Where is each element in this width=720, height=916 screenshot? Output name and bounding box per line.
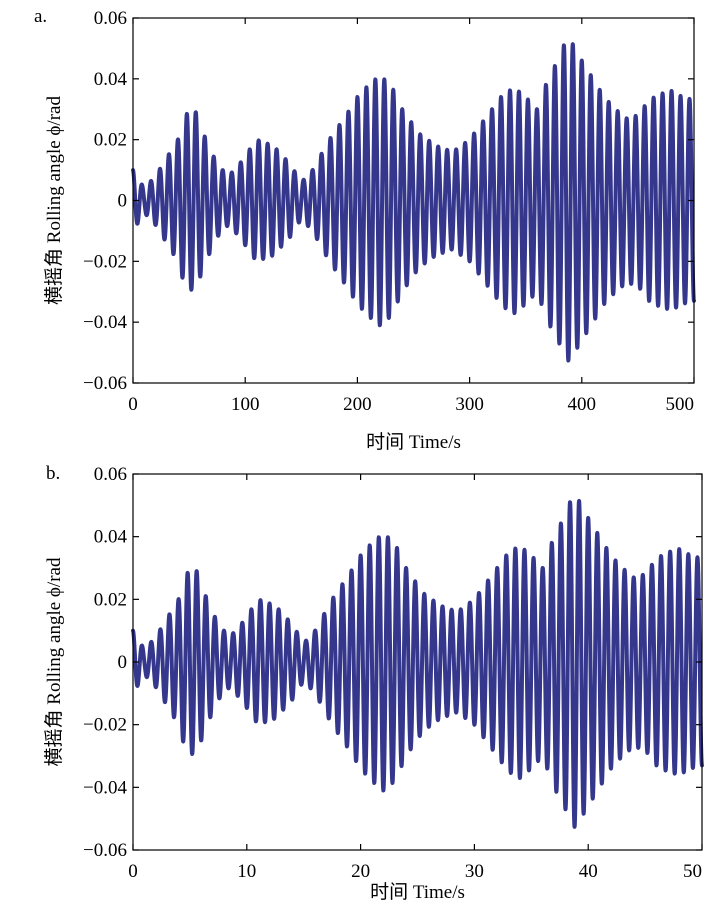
chart-panel-a: 0.060.040.020−0.02−0.04−0.060 100 200 300 40… bbox=[34, 6, 696, 453]
panel-label-b: b. bbox=[46, 463, 60, 484]
x-tick-label-a-3: 300 bbox=[455, 394, 484, 415]
x-axis-title-a: 时间 Time/s bbox=[366, 431, 461, 453]
x-tick-label-a-5: 500 bbox=[666, 394, 695, 415]
y-tick-label-b-0: 0.06 bbox=[94, 464, 127, 485]
x-tick-label-b-0: 0 bbox=[128, 861, 138, 882]
y-tick-label-a-2: 0.02 bbox=[94, 130, 127, 151]
y-tick-label-b-2: 0.02 bbox=[94, 589, 127, 610]
x-tick-label-b-5: 50 bbox=[683, 861, 702, 882]
x-tick-label-b-4: 40 bbox=[579, 861, 598, 882]
chart-panel-b: 0.060.040.020−0.02−0.04−0.060 10 20 30 40 50时… bbox=[43, 463, 704, 903]
y-axis-title-b: 横摇角 Rolling angle ϕ/rad bbox=[43, 557, 65, 766]
y-tick-label-a-0: 0.06 bbox=[94, 8, 127, 29]
y-axis-title-a: 横摇角 Rolling angle ϕ/rad bbox=[43, 96, 65, 305]
x-tick-label-a-4: 400 bbox=[568, 394, 597, 415]
x-tick-label-b-3: 30 bbox=[465, 861, 484, 882]
panel-label-a: a. bbox=[34, 6, 47, 27]
x-axis-title-b: 时间 Time/s bbox=[370, 881, 465, 903]
x-tick-label-a-0: 0 bbox=[128, 394, 138, 415]
y-tick-label-b-3: 0 bbox=[118, 652, 128, 673]
y-tick-label-b-4: −0.02 bbox=[83, 715, 127, 736]
y-tick-label-a-5: −0.04 bbox=[83, 312, 127, 333]
y-tick-label-b-1: 0.04 bbox=[94, 527, 128, 548]
x-tick-label-b-2: 20 bbox=[351, 861, 370, 882]
x-tick-label-a-2: 200 bbox=[343, 394, 372, 415]
y-tick-label-a-6: −0.06 bbox=[83, 373, 127, 394]
x-tick-label-a-1: 100 bbox=[231, 394, 260, 415]
x-tick-label-b-1: 10 bbox=[237, 861, 256, 882]
y-tick-label-a-1: 0.04 bbox=[94, 69, 128, 90]
series-line-b-0 bbox=[131, 498, 704, 829]
y-tick-label-a-3: 0 bbox=[118, 191, 128, 212]
y-tick-label-a-4: −0.02 bbox=[83, 251, 127, 272]
y-tick-label-b-6: −0.06 bbox=[83, 840, 127, 861]
series-line-a-0 bbox=[131, 42, 696, 363]
y-tick-label-b-5: −0.04 bbox=[83, 777, 127, 798]
